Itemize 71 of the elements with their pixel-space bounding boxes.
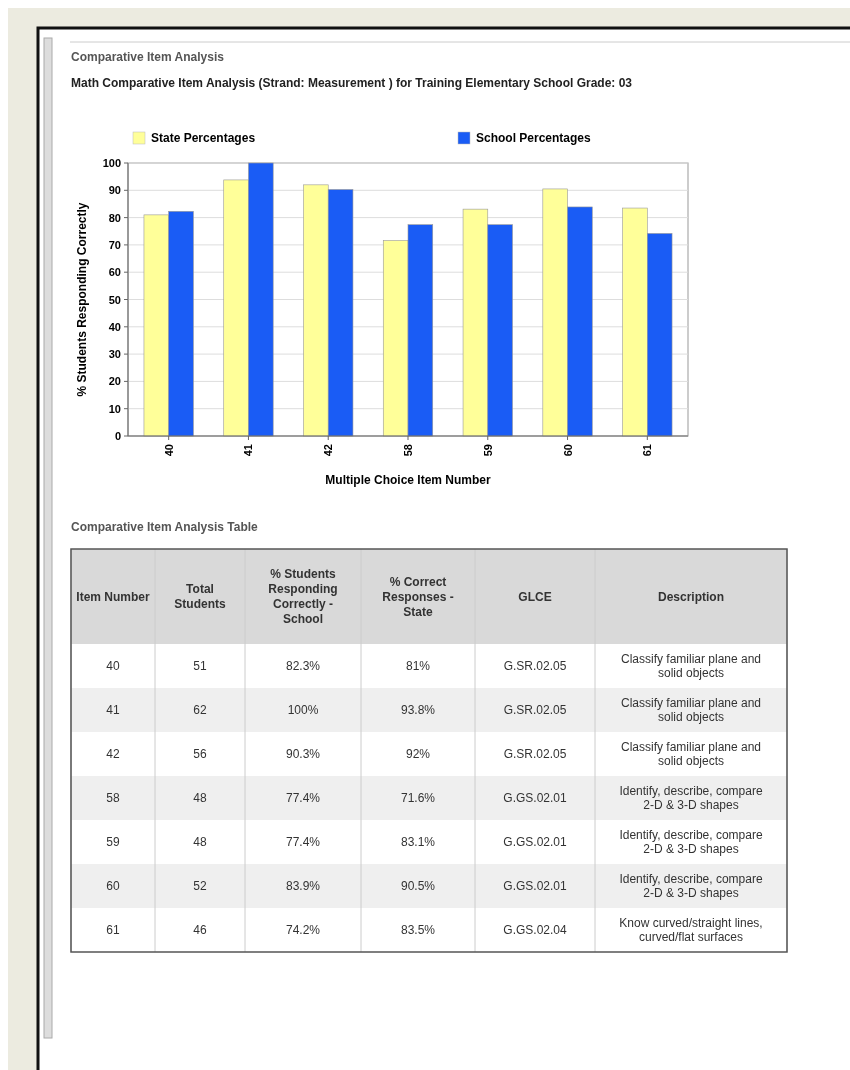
y-tick-label: 30 xyxy=(108,348,121,361)
x-tick-label: 59 xyxy=(481,444,494,457)
text: Classify familiar plane and solid objects xyxy=(620,740,762,768)
legend-label: State Percentages xyxy=(151,131,256,145)
category-label: 42 xyxy=(106,747,120,761)
text: 92% xyxy=(405,747,431,761)
text: Identify, describe, compare 2-D & 3-D shapes xyxy=(619,784,763,812)
x-tick-label: 41 xyxy=(242,444,255,457)
text: 77.4% xyxy=(285,791,321,805)
text: % Students Responding Correctly - School xyxy=(268,567,338,626)
text: Total Students xyxy=(174,582,226,611)
text: 51 xyxy=(193,659,207,673)
y-tick-label: 10 xyxy=(108,402,121,415)
category-label: 61 xyxy=(106,923,120,937)
text: Classify familiar plane and solid objects xyxy=(620,652,762,680)
text: Identify, describe, compare 2-D & 3-D shapes xyxy=(619,872,763,900)
text: Comparative Item Analysis xyxy=(71,50,225,64)
text: 52 xyxy=(193,879,207,893)
y-tick-label: 0 xyxy=(114,430,121,442)
text: 56 xyxy=(193,747,207,761)
text: 62 xyxy=(193,703,207,717)
text: 81% xyxy=(405,659,431,673)
text: Comparative Item Analysis Table xyxy=(71,520,259,534)
text: G.SR.02.05 xyxy=(503,703,567,717)
text: 100% xyxy=(287,703,319,717)
y-tick-label: 50 xyxy=(108,293,121,306)
category-label: 59 xyxy=(106,835,120,849)
text: 90.3% xyxy=(285,747,321,761)
text: 46 xyxy=(193,923,207,937)
x-axis-title: Multiple Choice Item Number xyxy=(325,473,491,487)
y-tick-label: 40 xyxy=(108,320,121,333)
text: Identify, describe, compare 2-D & 3-D shapes xyxy=(619,828,763,856)
x-tick-label: 61 xyxy=(641,444,654,457)
text: G.GS.02.04 xyxy=(503,923,568,937)
legend-label: School Percentages xyxy=(476,131,592,145)
y-tick-label: 20 xyxy=(108,375,121,388)
text: 48 xyxy=(193,835,207,849)
x-tick-label: 60 xyxy=(561,444,574,457)
text: 83.5% xyxy=(400,923,436,937)
text: G.SR.02.05 xyxy=(503,659,567,673)
chart-title: Math Comparative Item Analysis (Strand: Measurement ) for Training Elementary School Grade: 03 xyxy=(71,76,633,90)
text: Item Number xyxy=(76,589,150,604)
text: G.SR.02.05 xyxy=(503,747,567,761)
text: Description xyxy=(657,589,725,604)
text: % Correct Responses - State xyxy=(382,574,454,619)
text: 83.9% xyxy=(285,879,321,893)
x-tick-label: 40 xyxy=(162,444,175,457)
text: G.GS.02.01 xyxy=(503,835,568,849)
x-tick-label: 58 xyxy=(402,444,414,457)
text: 93.8% xyxy=(400,703,436,717)
text: 83.1% xyxy=(400,835,436,849)
category-label: 58 xyxy=(106,791,120,805)
text: G.GS.02.01 xyxy=(503,879,568,893)
y-tick-label: 100 xyxy=(102,157,121,169)
y-axis-title: % Students Responding Correctly xyxy=(75,202,89,397)
text: 90.5% xyxy=(400,879,436,893)
text: Classify familiar plane and solid objects xyxy=(620,696,762,724)
y-tick-label: 90 xyxy=(108,184,121,197)
text: Know curved/straight lines, curved/flat surfaces xyxy=(619,916,763,944)
y-tick-label: 60 xyxy=(108,266,121,279)
y-tick-label: 70 xyxy=(108,238,121,251)
text: 82.3% xyxy=(285,659,321,673)
x-tick-label: 42 xyxy=(322,444,335,457)
text: GLCE xyxy=(518,589,552,604)
text: 71.6% xyxy=(400,791,436,805)
text: 77.4% xyxy=(285,835,321,849)
category-label: 41 xyxy=(106,703,120,717)
y-tick-label: 80 xyxy=(108,211,121,224)
text: G.GS.02.01 xyxy=(503,791,568,805)
text: 48 xyxy=(193,791,207,805)
text: 74.2% xyxy=(285,923,321,937)
